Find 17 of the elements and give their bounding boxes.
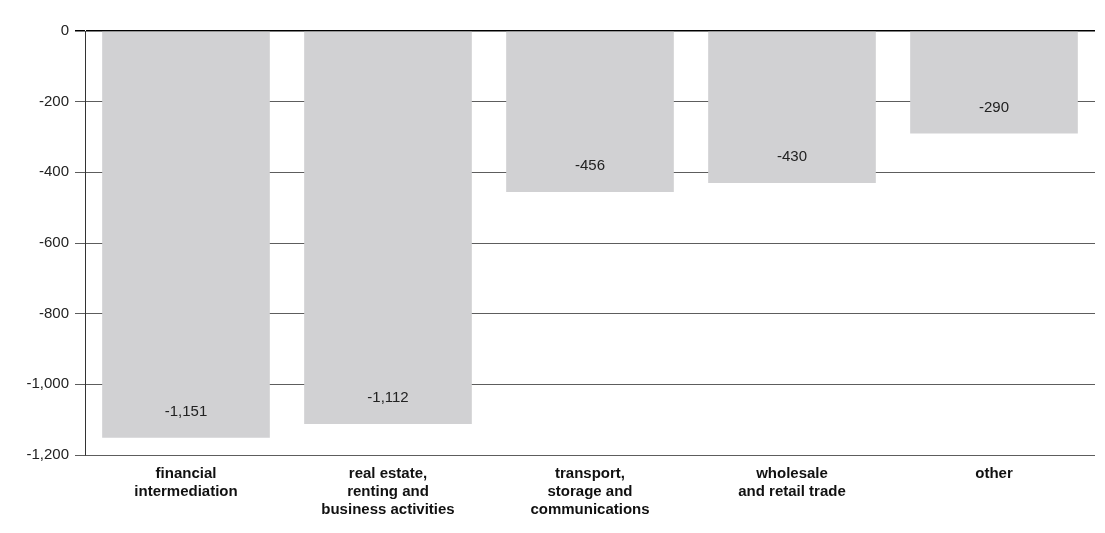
- data-label: -1,151: [164, 401, 208, 419]
- y-tick-label: -200: [38, 91, 69, 109]
- y-tick-label: -800: [38, 303, 69, 321]
- x-tick-label: other: [975, 464, 1013, 482]
- x-tick-label: real estate, renting and business activities: [321, 464, 455, 518]
- x-tick-label: wholesale and retail trade: [738, 464, 846, 500]
- x-tick-label: transport, storage and communications: [530, 464, 650, 518]
- y-tick-label: -1,200: [26, 445, 69, 463]
- x-tick-label: financial intermediation: [134, 464, 238, 500]
- data-label: -430: [776, 147, 808, 165]
- y-tick-label: -600: [38, 233, 69, 251]
- data-label: -1,112: [367, 388, 409, 406]
- y-tick-label: 0: [60, 21, 69, 39]
- data-label: -290: [978, 97, 1010, 115]
- y-tick-label: -1,000: [26, 374, 69, 392]
- y-tick-label: -400: [38, 162, 69, 180]
- data-label: -456: [574, 156, 606, 174]
